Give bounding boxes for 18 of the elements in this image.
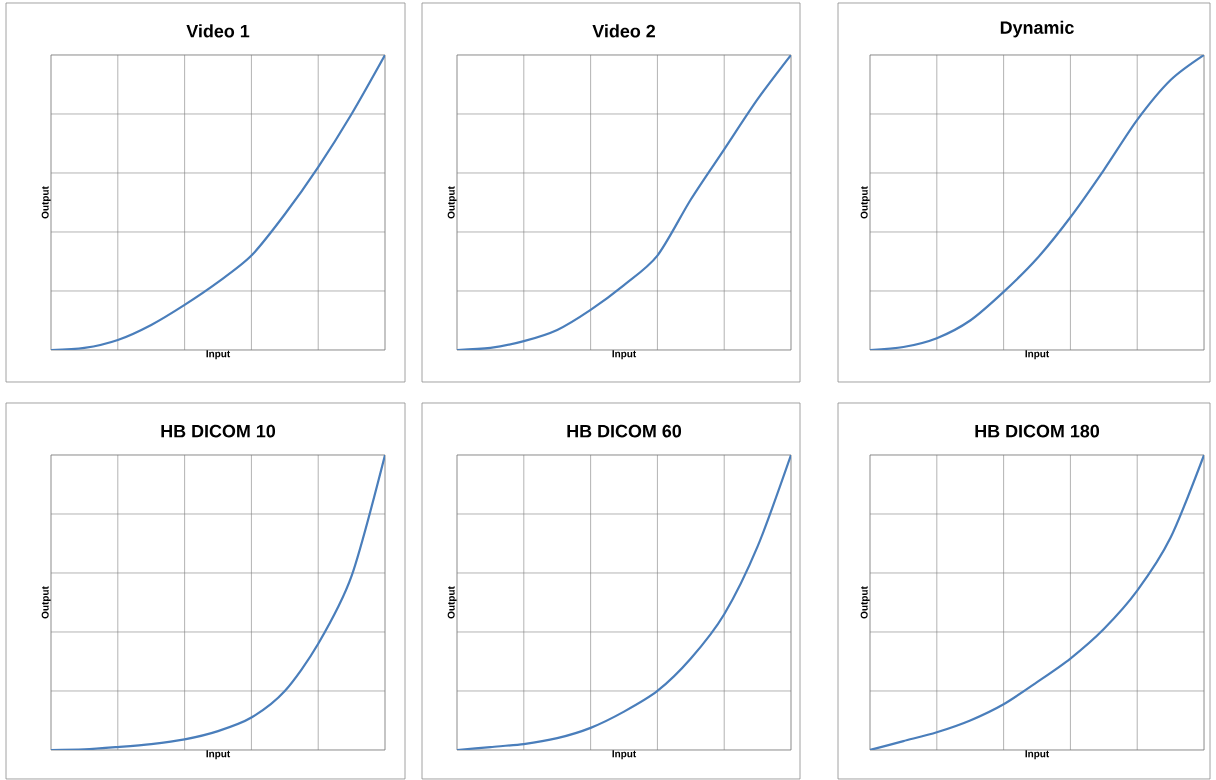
chart-title: Dynamic bbox=[1000, 20, 1074, 38]
chart-title: HB DICOM 180 bbox=[975, 424, 1100, 438]
x-axis-title: Input bbox=[206, 350, 231, 360]
y-axis-title: Output bbox=[447, 186, 457, 219]
y-axis-title: Output bbox=[447, 586, 457, 619]
chart-title: Video 2 bbox=[592, 24, 656, 38]
x-axis-title: Input bbox=[612, 350, 637, 360]
y-axis-title: Output bbox=[41, 186, 51, 219]
chart-title: Video 1 bbox=[186, 24, 250, 38]
x-axis-title: Input bbox=[1025, 350, 1050, 360]
y-axis-title: Output bbox=[41, 586, 51, 619]
x-axis-title: Input bbox=[612, 750, 637, 760]
x-axis-title: Input bbox=[1025, 750, 1050, 760]
y-axis-title: Output bbox=[860, 586, 870, 619]
chart-title: HB DICOM 10 bbox=[161, 424, 276, 438]
y-axis-title: Output bbox=[860, 186, 870, 219]
chart-title: HB DICOM 60 bbox=[567, 424, 682, 438]
x-axis-title: Input bbox=[206, 750, 231, 760]
